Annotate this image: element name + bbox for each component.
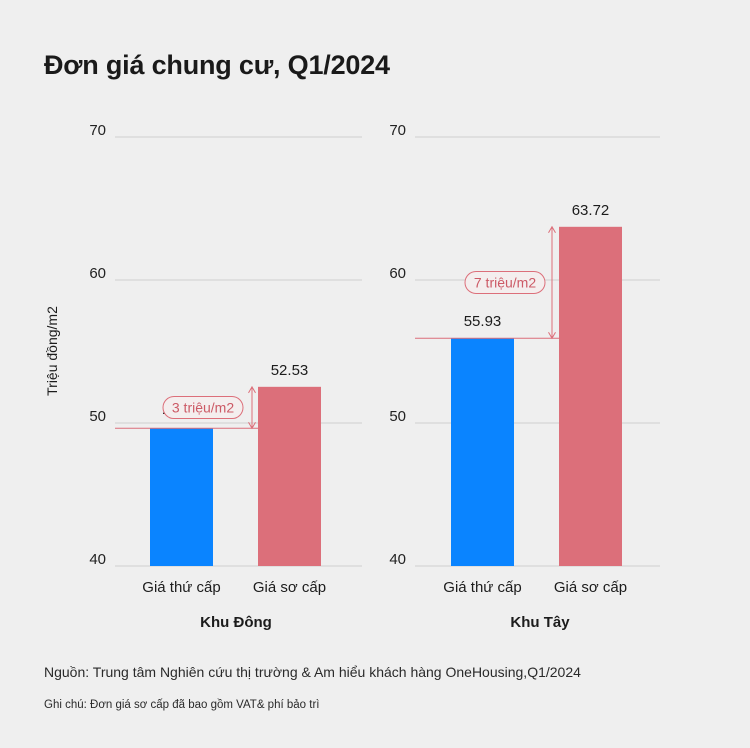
- bar-value-label: 63.72: [572, 202, 610, 219]
- y-tick-label: 70: [89, 122, 106, 139]
- chart-title: Đơn giá chung cư, Q1/2024: [44, 50, 390, 80]
- y-tick-label: 50: [389, 408, 406, 425]
- gap-pill: [162, 396, 244, 420]
- footnote: Ghi chú: Đơn giá sơ cấp đã bao gồm VAT& …: [44, 699, 320, 711]
- bar: [150, 428, 213, 566]
- y-tick-label: 50: [89, 408, 106, 425]
- x-tick-label: Giá thứ cấp: [142, 579, 220, 596]
- bar: [559, 226, 622, 566]
- source-note: Nguồn: Trung tâm Nghiên cứu thị trường &…: [44, 664, 581, 680]
- bar: [258, 386, 321, 566]
- y-tick-label: 40: [389, 551, 406, 568]
- y-tick-label: 40: [89, 551, 106, 568]
- x-tick-label: Giá sơ cấp: [253, 579, 326, 596]
- x-tick-label: Giá sơ cấp: [554, 579, 627, 596]
- gap-arrow-head-up: [248, 385, 256, 394]
- bar-value-label: 52.53: [271, 362, 309, 379]
- gap-arrow-head-down: [248, 422, 256, 430]
- bar-value-label: 55.93: [464, 313, 502, 330]
- bar: [451, 338, 514, 566]
- y-tick-label: 70: [389, 122, 406, 139]
- gap-arrow-head-down: [548, 331, 556, 340]
- y-tick-label: 60: [89, 265, 106, 282]
- panel-label: Khu Tây: [510, 614, 570, 631]
- gap-label: 3 triệu/m2: [172, 400, 234, 416]
- gap-label: 7 triệu/m2: [474, 275, 536, 291]
- x-tick-label: Giá thứ cấp: [443, 579, 521, 596]
- panel-label: Khu Đông: [200, 614, 272, 631]
- gap-pill: [464, 271, 546, 295]
- gap-arrow-head-up: [548, 225, 556, 234]
- y-tick-label: 60: [389, 265, 406, 282]
- y-axis-label: Triệu đồng/m2: [44, 306, 60, 396]
